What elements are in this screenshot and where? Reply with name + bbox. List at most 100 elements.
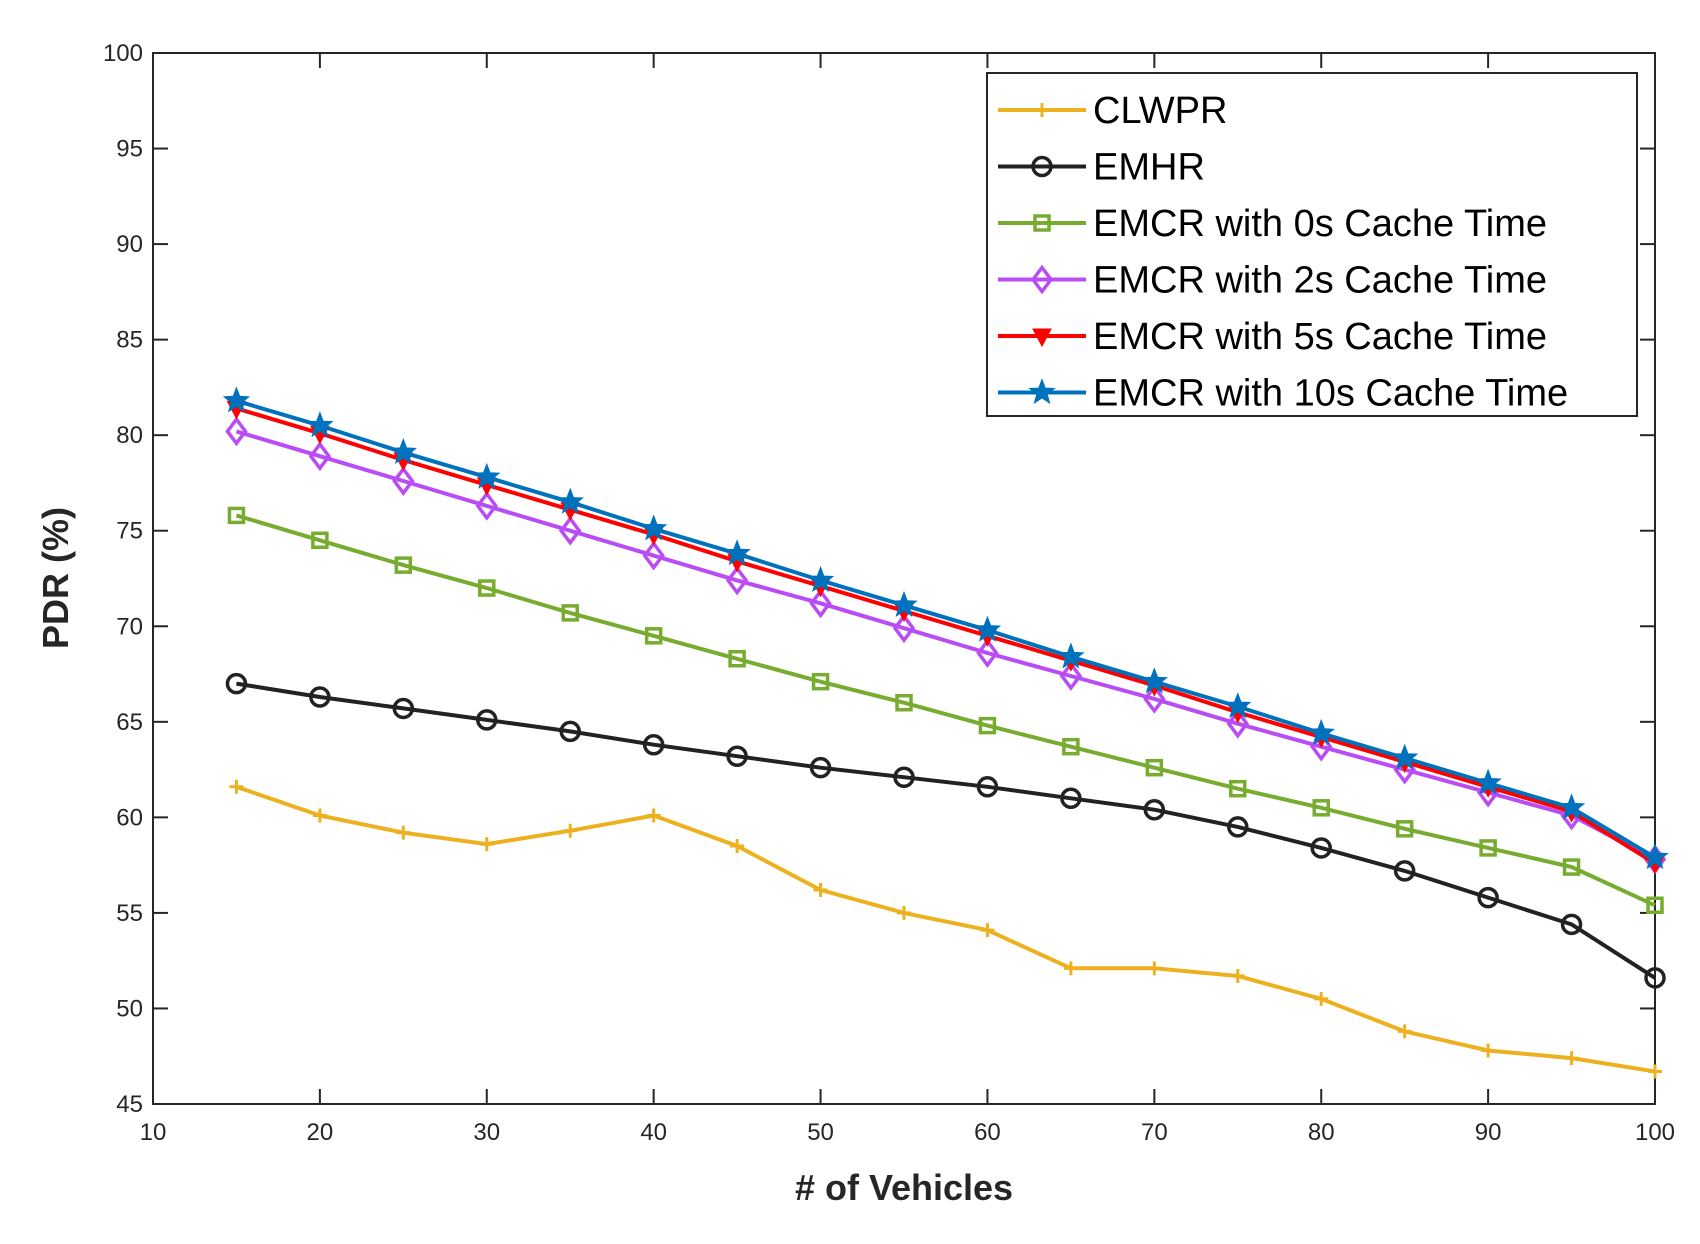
series-1 — [229, 779, 1662, 1079]
legend: CLWPR EMHR EMCR with 0s Cache Time EMCR wit… — [986, 72, 1638, 417]
data-point — [1145, 758, 1164, 777]
data-point — [559, 720, 581, 743]
data-point — [813, 882, 828, 897]
data-point — [1557, 793, 1586, 820]
y-tick-label: 55 — [116, 900, 143, 927]
data-point — [306, 411, 334, 438]
data-point — [563, 823, 578, 838]
legend-entry: EMCR with 10s Cache Time — [998, 373, 1568, 415]
y-axis-title: PDR (%) — [35, 507, 76, 649]
legend-marker — [1033, 214, 1051, 232]
y-tick-label: 45 — [116, 1091, 143, 1118]
data-point — [1224, 692, 1252, 719]
y-tick-label: 85 — [116, 327, 143, 354]
data-point — [1060, 787, 1082, 810]
x-axis-title: # of Vehicles — [795, 1167, 1013, 1208]
data-point — [725, 565, 749, 596]
data-point — [978, 716, 997, 735]
data-point — [897, 905, 911, 920]
data-point — [642, 733, 665, 756]
data-point — [229, 779, 244, 794]
legend-marker — [1030, 264, 1054, 295]
series-line — [235, 398, 1657, 860]
data-point — [1479, 839, 1497, 857]
legend-entry: EMCR with 2s Cache Time — [998, 260, 1547, 302]
data-point — [893, 766, 915, 788]
data-point — [392, 697, 415, 720]
legend-marker — [1031, 155, 1053, 178]
data-point — [1474, 768, 1502, 795]
data-point — [312, 808, 327, 823]
data-point — [396, 825, 411, 840]
data-point — [730, 839, 745, 854]
data-point — [225, 672, 248, 695]
series-layer — [222, 386, 1669, 1079]
data-point — [642, 540, 665, 571]
data-point — [644, 627, 663, 645]
x-tick-label: 60 — [974, 1119, 1001, 1146]
data-point — [561, 604, 579, 622]
data-point — [475, 490, 498, 521]
data-point — [1477, 886, 1499, 909]
data-point — [1057, 642, 1085, 669]
series-line — [235, 784, 1656, 1074]
y-tick-label: 60 — [116, 804, 143, 831]
data-point — [639, 514, 668, 541]
data-point — [1229, 779, 1247, 798]
data-point — [1147, 961, 1162, 976]
data-point — [1562, 858, 1581, 876]
y-tick-label: 90 — [116, 231, 143, 258]
data-point — [895, 693, 913, 712]
data-point — [1314, 991, 1329, 1006]
data-point — [476, 709, 498, 731]
legend-box — [986, 72, 1638, 417]
data-point — [809, 756, 832, 779]
data-point — [976, 638, 999, 668]
series-6 — [222, 386, 1669, 870]
data-point — [1310, 837, 1332, 859]
data-point — [890, 590, 918, 617]
x-tick-label: 100 — [1635, 1119, 1675, 1146]
data-point — [556, 487, 584, 514]
y-tick-label: 50 — [116, 995, 143, 1022]
legend-label: CLWPR — [1093, 90, 1227, 132]
data-point — [479, 837, 494, 852]
legend-marker — [1028, 378, 1056, 405]
data-point — [1063, 961, 1078, 976]
data-point — [1143, 683, 1166, 714]
data-point — [392, 466, 415, 496]
legend-label: EMCR with 5s Cache Time — [1093, 316, 1547, 358]
x-tick-label: 90 — [1475, 1119, 1502, 1146]
data-point — [1140, 667, 1169, 694]
data-point — [811, 672, 830, 691]
x-tick-label: 20 — [307, 1119, 334, 1146]
x-tick-label: 40 — [640, 1119, 667, 1146]
data-point — [726, 745, 748, 767]
data-point — [973, 615, 1002, 642]
data-point — [1143, 798, 1166, 821]
data-point — [646, 808, 661, 823]
ticks-layer: 10 20 30 40 50 60 70 80 90 100 45 50 55 60 65 70 75 80 85 9… — [103, 40, 1675, 1146]
legend-label: EMCR with 10s Cache Time — [1093, 373, 1568, 415]
data-point — [728, 650, 746, 668]
data-point — [976, 776, 999, 798]
data-point — [227, 506, 246, 525]
y-tick-label: 75 — [116, 518, 143, 545]
data-point — [1227, 816, 1249, 838]
data-point — [1312, 799, 1330, 817]
legend-entry: EMCR with 5s Cache Time — [998, 316, 1547, 358]
x-tick-label: 80 — [1308, 1119, 1335, 1146]
data-point — [394, 556, 413, 574]
legend-marker — [1035, 103, 1049, 117]
data-point — [1226, 708, 1249, 739]
data-point — [1641, 843, 1669, 870]
data-point — [809, 588, 832, 619]
data-point — [1059, 661, 1083, 691]
data-point — [311, 531, 329, 550]
y-tick-label: 70 — [116, 613, 143, 640]
legend-marker — [1032, 328, 1052, 348]
data-point — [1390, 743, 1419, 770]
y-tick-label: 80 — [116, 422, 143, 449]
data-point — [1564, 1051, 1579, 1066]
